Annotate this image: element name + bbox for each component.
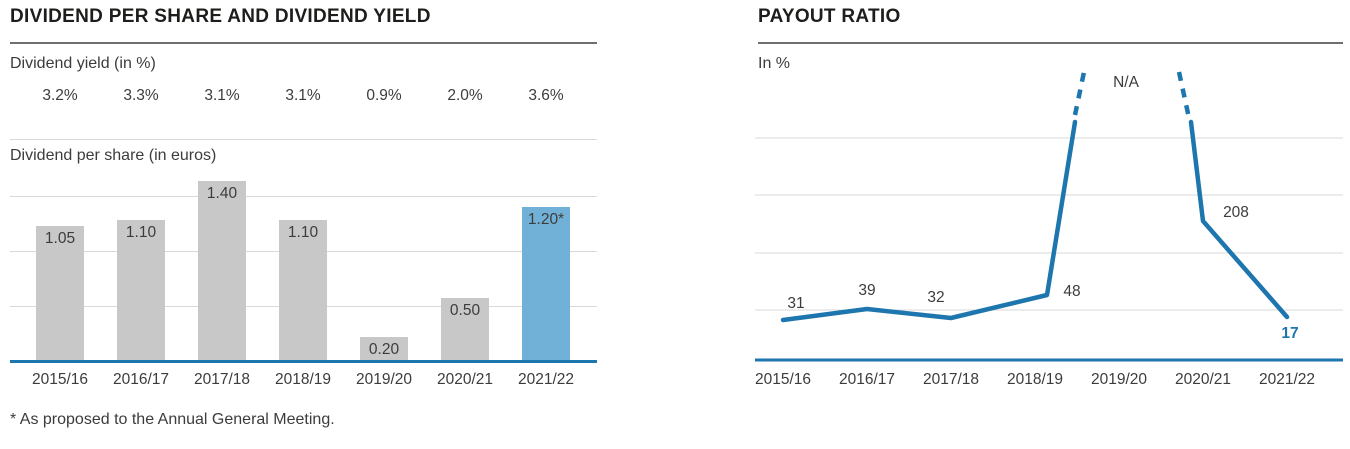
dps-bar: 0.50 xyxy=(441,298,489,363)
payout-line-dashed-up xyxy=(1072,71,1087,116)
point-label: 32 xyxy=(927,289,945,306)
yield-value: 3.1% xyxy=(204,87,240,104)
title-rule xyxy=(758,42,1343,44)
point-label: 31 xyxy=(787,295,805,312)
x-axis-label: 2021/22 xyxy=(517,371,575,388)
dps-bar: 0.20 xyxy=(360,337,408,363)
point-label: 39 xyxy=(858,282,876,299)
dps-bar: 1.40 xyxy=(198,181,246,363)
payout-line-right xyxy=(1188,119,1290,320)
bar-value-label: 1.40 xyxy=(206,185,238,202)
yield-value: 3.1% xyxy=(285,87,321,104)
x-axis-label: 2015/16 xyxy=(754,371,812,388)
gridline xyxy=(10,196,597,197)
payout-line-chart xyxy=(755,71,1343,362)
bar-value-label: 1.20* xyxy=(527,211,565,228)
dps-bar: 1.05 xyxy=(36,226,84,363)
point-label: 208 xyxy=(1223,204,1249,221)
footnote: * As proposed to the Annual General Meet… xyxy=(10,411,335,428)
na-label: N/A xyxy=(1113,74,1139,91)
dps-bar: 1.10 xyxy=(279,220,327,363)
yield-value: 2.0% xyxy=(447,87,483,104)
section-divider xyxy=(10,139,597,140)
bar-value-label: 0.50 xyxy=(449,302,481,319)
yield-values-row: 3.2% 3.3% 3.1% 3.1% 0.9% 2.0% 3.6% xyxy=(10,87,597,107)
yield-section-label: Dividend yield (in %) xyxy=(10,55,156,72)
payout-chart-panel: PAYOUT RATIO In % 31 39 32 48 N/A 208 17… xyxy=(755,0,1343,449)
bar-value-label: 1.10 xyxy=(287,224,319,241)
point-label-highlighted: 17 xyxy=(1281,325,1299,342)
dps-bar-highlighted: 1.20* xyxy=(522,207,570,363)
payout-line-dashed-down xyxy=(1176,71,1192,119)
x-axis-label: 2016/17 xyxy=(838,371,896,388)
dps-bar: 1.10 xyxy=(117,220,165,363)
x-axis-label: 2018/19 xyxy=(274,371,332,388)
title-rule xyxy=(10,42,597,44)
x-axis-label: 2020/21 xyxy=(1174,371,1232,388)
payout-x-axis: 2015/16 2016/17 2017/18 2018/19 2019/20 … xyxy=(755,371,1343,391)
bar-value-label: 1.05 xyxy=(44,230,76,247)
unit-label: In % xyxy=(758,55,791,72)
x-axis-label: 2018/19 xyxy=(1006,371,1064,388)
x-axis-label: 2017/18 xyxy=(193,371,251,388)
x-axis-label: 2015/16 xyxy=(31,371,89,388)
point-label: 48 xyxy=(1063,283,1081,300)
payout-chart-title: PAYOUT RATIO xyxy=(758,6,901,27)
dividend-x-axis: 2015/16 2016/17 2017/18 2018/19 2019/20 … xyxy=(10,371,597,391)
yield-value: 3.2% xyxy=(42,87,78,104)
dividend-chart-panel: DIVIDEND PER SHARE AND DIVIDEND YIELD Di… xyxy=(10,0,597,449)
yield-value: 3.6% xyxy=(528,87,564,104)
dividend-chart-title: DIVIDEND PER SHARE AND DIVIDEND YIELD xyxy=(10,6,431,27)
x-axis-label: 2019/20 xyxy=(1090,371,1148,388)
x-axis-label: 2020/21 xyxy=(436,371,494,388)
dividend-bar-plot: 1.05 1.10 1.40 1.10 0.20 0.50 1.20* xyxy=(10,174,597,363)
bar-value-label: 1.10 xyxy=(125,224,157,241)
dps-section-label: Dividend per share (in euros) xyxy=(10,147,217,164)
x-axis-label: 2019/20 xyxy=(355,371,413,388)
yield-value: 0.9% xyxy=(366,87,402,104)
payout-line-left xyxy=(780,119,1078,323)
x-axis-label: 2021/22 xyxy=(1258,371,1316,388)
yield-value: 3.3% xyxy=(123,87,159,104)
x-axis-label: 2017/18 xyxy=(922,371,980,388)
x-axis-label: 2016/17 xyxy=(112,371,170,388)
bar-value-label: 0.20 xyxy=(368,341,400,358)
